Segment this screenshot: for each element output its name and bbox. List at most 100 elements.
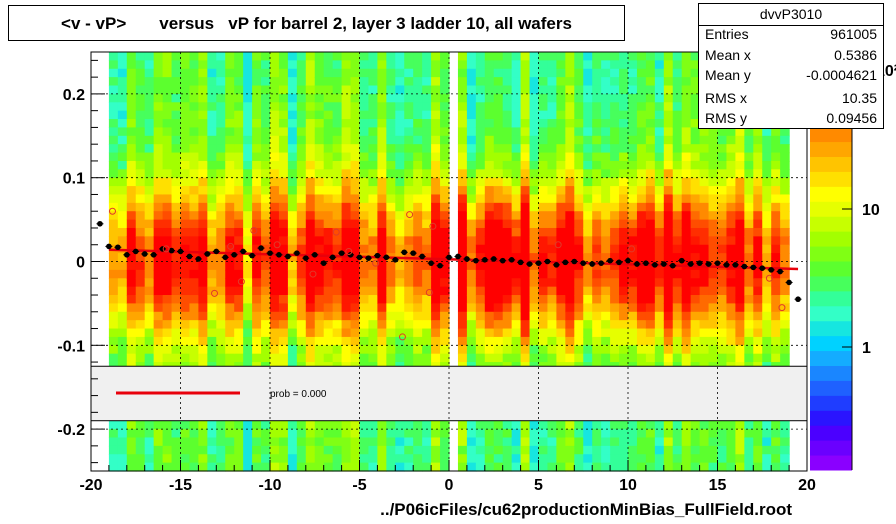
x-tick-label: -15 [169,477,192,494]
heatmap-cell [234,353,244,363]
heatmap-cell [314,253,325,263]
heatmap-cell [440,60,450,70]
heatmap-cell [681,420,692,430]
heatmap-cell [314,60,325,70]
heatmap-cell [663,211,674,221]
heatmap-cell [583,429,593,439]
heatmap-cell [493,445,504,455]
heatmap-cell [162,295,173,304]
heatmap-cell [350,68,361,78]
heatmap-cell [341,320,352,330]
heatmap-cell [153,278,164,288]
profile-point [168,247,175,254]
profile-point [258,245,264,251]
heatmap-cell [502,420,513,430]
heatmap-cell [654,295,665,304]
heatmap-cell [592,244,602,254]
heatmap-cell [189,429,199,439]
heatmap-cell [135,261,146,271]
heatmap-cell [126,454,137,464]
heatmap-cell [171,437,182,447]
heatmap-cell [610,202,620,212]
heatmap-cell [350,311,361,321]
heatmap-cell [323,144,334,154]
profile-point [768,267,774,273]
heatmap-cell [466,110,477,120]
heatmap-cell [198,353,208,363]
heatmap-cell [762,160,772,170]
heatmap-cell [368,77,378,87]
heatmap-cell [117,194,128,204]
heatmap-cell [475,345,486,355]
heatmap-cell [654,269,665,279]
heatmap-cell [735,320,745,330]
heatmap-cell [287,202,298,212]
heatmap-cell [708,152,719,162]
heatmap-cell [270,219,280,229]
heatmap-cell [252,60,262,70]
heatmap-cell [350,261,361,271]
heatmap-cell [359,278,370,288]
heatmap-cell [135,462,146,472]
heatmap-cell [645,311,656,321]
heatmap-cell [672,429,683,439]
heatmap-cell [225,68,235,78]
heatmap-cell [359,68,370,78]
heatmap-cell [180,68,191,78]
heatmap-cell [270,127,280,137]
heatmap-cell [278,119,289,129]
color-scale-swatch [810,425,852,441]
heatmap-cell [117,211,128,221]
heatmap-cell [690,202,701,212]
heatmap-cell [753,261,763,271]
heatmap-cell [440,152,450,162]
heatmap-cell [502,135,513,145]
heatmap-cell [144,202,155,212]
heatmap-cell [189,311,199,321]
heatmap-cell [502,211,513,221]
heatmap-cell [243,462,253,472]
heatmap-cell [216,278,226,288]
heatmap-cell [466,102,477,112]
heatmap-cell [628,261,638,271]
heatmap-cell [305,295,316,304]
heatmap-cell [350,102,361,112]
heatmap-cell [565,186,575,196]
heatmap-cell [690,353,701,363]
heatmap-cell [663,420,674,430]
heatmap-cell [377,311,387,321]
heatmap-cell [681,68,692,78]
heatmap-cell [189,219,199,229]
heatmap-cell [708,186,719,196]
heatmap-cell [287,127,298,137]
heatmap-cell [547,462,557,472]
heatmap-cell [252,311,262,321]
heatmap-cell [270,194,280,204]
heatmap-cell [323,295,334,304]
heatmap-cell [574,345,584,355]
heatmap-cell [529,328,540,338]
heatmap-cell [529,429,540,439]
heatmap-cell [457,77,468,87]
heatmap-cell [234,68,244,78]
heatmap-cell [350,244,361,254]
heatmap-cell [162,420,173,430]
heatmap-cell [717,236,728,246]
heatmap-cell [234,119,244,129]
heatmap-cell [457,353,468,363]
heatmap-cell [198,311,208,321]
heatmap-cell [144,135,155,145]
heatmap-cell [574,219,584,229]
heatmap-cell [278,286,289,296]
heatmap-cell [395,437,405,447]
heatmap-cell [762,345,772,355]
heatmap-cell [368,85,378,95]
heatmap-cell [404,85,414,95]
heatmap-cell [314,320,325,330]
heatmap-cell [735,219,745,229]
profile-point [383,254,390,261]
heatmap-cell [574,303,584,313]
heatmap-cell [440,320,450,330]
heatmap-cell [413,269,423,279]
heatmap-cell [529,336,540,346]
